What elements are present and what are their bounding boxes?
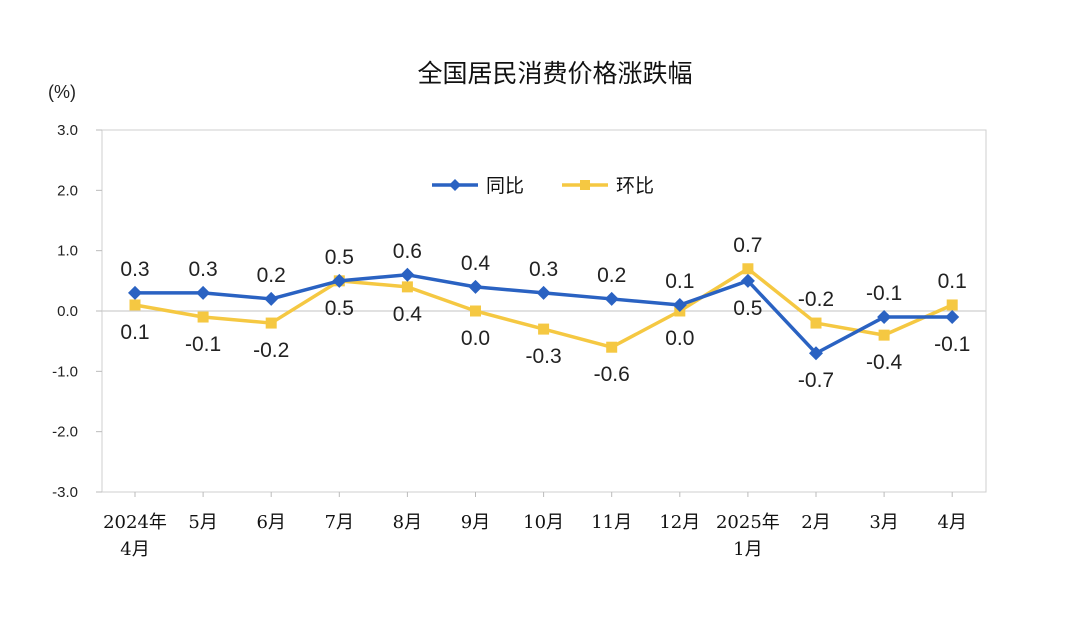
- x-tick-label: 2025年: [716, 512, 780, 533]
- data-label-yoy: -0.7: [798, 369, 834, 392]
- data-point-yoy: [604, 291, 619, 306]
- chart-title: 全国居民消费价格涨跌幅: [417, 59, 692, 88]
- data-point-yoy: [672, 297, 687, 312]
- data-label-yoy: 0.2: [257, 264, 286, 287]
- y-tick-label: 0.0: [57, 303, 78, 320]
- data-point-yoy: [196, 285, 211, 300]
- x-tick-label: 4月: [937, 512, 966, 533]
- legend-marker: [449, 179, 461, 191]
- data-label-mom: -0.1: [185, 333, 221, 356]
- data-label-mom: 0.1: [938, 270, 967, 293]
- legend: 同比 环比: [432, 175, 654, 197]
- data-label-mom: 0.0: [461, 327, 490, 350]
- y-axis-unit: (%): [48, 82, 76, 102]
- y-axis-ticks: 3.0 2.0 1.0 0.0 -1.0 -2.0 -3.0: [52, 122, 102, 501]
- x-tick-label: 10月: [523, 512, 564, 533]
- data-point-yoy: [877, 310, 892, 325]
- x-tick-label: 2024年: [103, 512, 167, 533]
- data-point-mom: [946, 299, 958, 311]
- data-label-mom: -0.2: [798, 288, 834, 311]
- x-tick-label: 6月: [256, 512, 285, 533]
- data-point-mom: [470, 305, 481, 317]
- data-point-mom: [538, 323, 550, 335]
- data-label-yoy: 0.4: [461, 252, 491, 275]
- x-tick-label: 8月: [393, 512, 422, 533]
- data-label-yoy: 0.1: [665, 270, 694, 293]
- data-label-yoy: 0.5: [733, 297, 762, 320]
- y-tick-label: 2.0: [57, 182, 78, 199]
- data-point-yoy: [400, 267, 415, 282]
- data-point-mom: [129, 299, 141, 311]
- x-tick-label: 12月: [659, 512, 700, 533]
- data-label-yoy: 0.5: [325, 246, 354, 269]
- x-tick-label: 2月: [801, 512, 830, 533]
- data-label-mom: -0.4: [866, 351, 903, 374]
- data-point-yoy: [740, 273, 755, 288]
- x-tick-label: 11月: [591, 512, 632, 533]
- data-point-mom: [606, 341, 618, 353]
- y-tick-label: -2.0: [52, 424, 78, 441]
- y-tick-label: 3.0: [57, 122, 78, 139]
- data-label-mom: 0.5: [325, 297, 354, 320]
- data-label-yoy: 0.3: [120, 258, 149, 281]
- legend-label: 同比: [486, 175, 524, 197]
- data-point-mom: [742, 263, 754, 275]
- data-point-yoy: [332, 273, 347, 288]
- data-point-yoy: [809, 346, 823, 361]
- data-label-yoy: -0.1: [934, 333, 970, 356]
- data-label-mom: 0.0: [665, 327, 694, 350]
- data-labels: 0.3 0.3 0.2 0.5 0.6 0.4 0.3 0.2 0.1 0.5 -0.7 -0.1 -0…: [120, 234, 970, 392]
- data-label-mom: -0.6: [594, 363, 630, 386]
- legend-label: 环比: [616, 175, 654, 197]
- series-layer: [128, 263, 960, 361]
- data-label-yoy: -0.1: [866, 282, 902, 305]
- legend-marker: [580, 180, 590, 190]
- y-tick-label: -3.0: [52, 484, 78, 501]
- x-tick-label: 4月: [120, 539, 149, 560]
- data-label-yoy: 0.6: [393, 240, 422, 263]
- x-tick-label: 3月: [869, 512, 898, 533]
- data-point-mom: [810, 317, 822, 329]
- x-tick-label: 7月: [325, 512, 354, 533]
- data-label-yoy: 0.2: [597, 264, 626, 287]
- data-point-yoy: [536, 285, 551, 300]
- y-tick-label: -1.0: [52, 363, 78, 380]
- data-label-mom: 0.1: [120, 321, 149, 344]
- data-point-mom: [265, 317, 277, 329]
- data-point-mom: [401, 281, 413, 293]
- data-label-mom: -0.3: [526, 345, 562, 368]
- data-label-yoy: 0.3: [188, 258, 217, 281]
- data-label-yoy: 0.3: [529, 258, 558, 281]
- x-tick-label: 5月: [188, 512, 217, 533]
- data-label-mom: 0.4: [393, 303, 423, 326]
- data-point-yoy: [468, 279, 483, 294]
- x-axis-ticks: 2024年 4月 5月 6月 7月 8月 9月 10月 11月 12月 2025年 1月 2月 3月 4月: [103, 492, 967, 560]
- data-point-yoy: [264, 291, 279, 306]
- data-point-yoy: [128, 285, 142, 300]
- data-point-yoy: [945, 310, 960, 325]
- data-label-mom: -0.2: [253, 339, 289, 362]
- data-point-mom: [878, 329, 890, 341]
- x-tick-label: 1月: [733, 539, 762, 560]
- y-tick-label: 1.0: [57, 243, 78, 260]
- data-point-mom: [197, 311, 209, 323]
- data-label-mom: 0.7: [733, 234, 762, 257]
- x-tick-label: 9月: [461, 512, 490, 533]
